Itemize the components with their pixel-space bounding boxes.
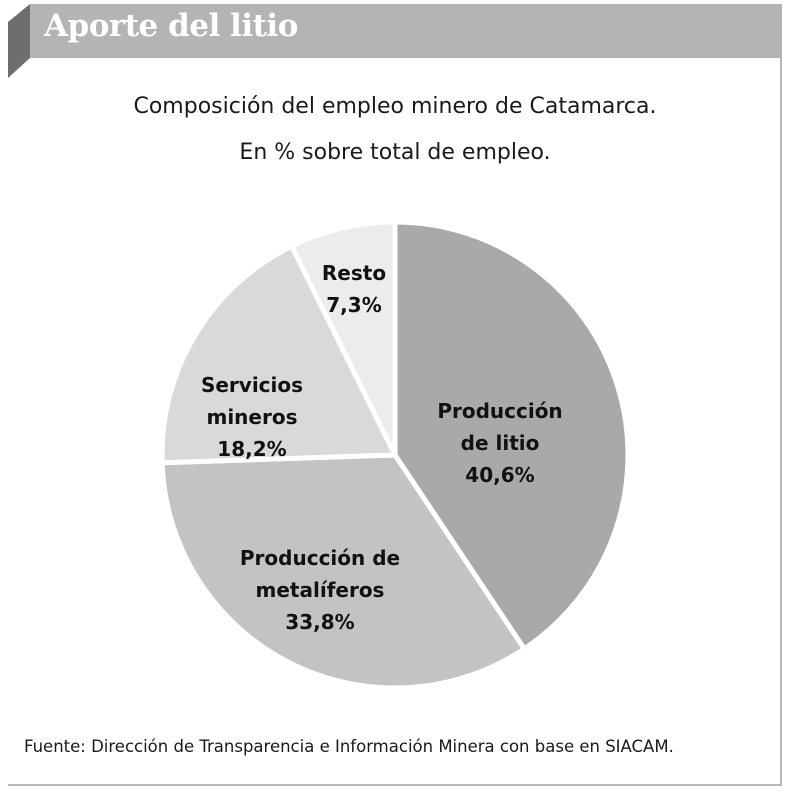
header-bar xyxy=(30,4,782,58)
slice-label: Producción xyxy=(437,399,562,423)
slice-label: Servicios xyxy=(201,373,303,397)
slice-value-label: 7,3% xyxy=(326,293,381,317)
slice-label: mineros xyxy=(206,405,297,429)
slice-label: Resto xyxy=(322,261,386,285)
header-title: Aporte del litio xyxy=(44,8,298,44)
pie-slice xyxy=(159,452,527,691)
slice-label: Producción de xyxy=(240,546,400,570)
slice-value-label: 18,2% xyxy=(217,437,286,461)
chart-title: Composición del empleo minero de Catamar… xyxy=(133,94,657,119)
slice-label: de litio xyxy=(461,431,540,455)
slice-label: metalíferos xyxy=(256,578,385,602)
chart-frame xyxy=(8,4,782,786)
source-note: Fuente: Dirección de Transparencia e Inf… xyxy=(24,737,674,756)
slice-value-label: 33,8% xyxy=(285,610,354,634)
pie-slice xyxy=(289,219,398,458)
chart-subtitle: En % sobre total de empleo. xyxy=(239,140,551,165)
slice-value-label: 40,6% xyxy=(465,463,534,487)
pie-slice xyxy=(159,243,398,466)
